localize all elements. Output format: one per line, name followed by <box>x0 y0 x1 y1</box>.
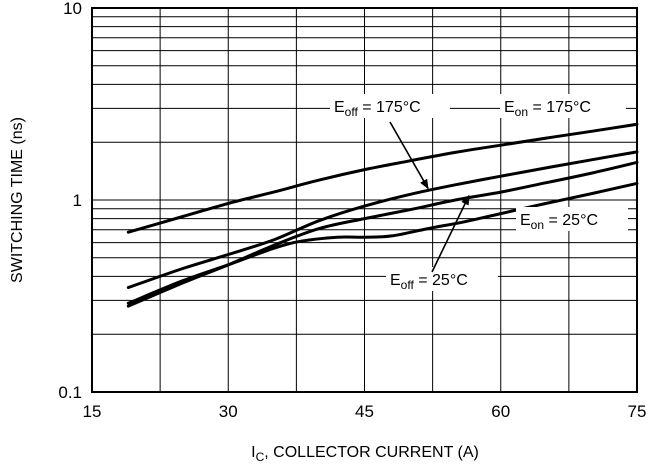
x-tick-label: 45 <box>355 402 374 421</box>
x-tick-label: 30 <box>219 402 238 421</box>
x-tick-label: 60 <box>491 402 510 421</box>
annotation-arrow-eoff-175 <box>389 121 429 190</box>
grid-lines <box>91 8 638 392</box>
series-line-eoff-175 <box>126 150 639 289</box>
series-line-eoff-25 <box>126 160 639 308</box>
series-label-bg <box>330 94 450 118</box>
series-label-bg <box>500 94 626 118</box>
y-tick-label: 10 <box>63 0 82 18</box>
y-axis-label: SWITCHING TIME (ns) <box>9 117 26 283</box>
tick-labels: 15 30 45 60 75 0.1 1 10 <box>58 0 646 421</box>
series-label-eoff-175: Eoff = 175°C <box>334 99 421 119</box>
annotation-arrow-eoff-25 <box>431 194 470 273</box>
x-tick-label: 15 <box>83 402 102 421</box>
y-tick-label: 1 <box>73 191 82 210</box>
series-label-bg <box>516 207 628 231</box>
series-label-bg <box>386 267 498 291</box>
curves <box>126 122 639 308</box>
series-label-eon-175: Eon = 175°C <box>504 99 591 119</box>
plot-frame <box>91 7 638 393</box>
y-tick-label: 0.1 <box>58 383 82 402</box>
x-tick-label: 75 <box>628 402 647 421</box>
x-axis-label: IC, COLLECTOR CURRENT (A) <box>251 444 479 464</box>
series-label-eoff-25: Eoff = 25°C <box>390 272 468 292</box>
annotations: Eon = 175°C Eoff = 175°C Eoff = 25°C Eon = … <box>330 94 628 292</box>
series-line-eon-25 <box>126 181 639 305</box>
series-label-eon-25: Eon = 25°C <box>520 212 598 232</box>
series-line-eon-175 <box>126 122 639 234</box>
